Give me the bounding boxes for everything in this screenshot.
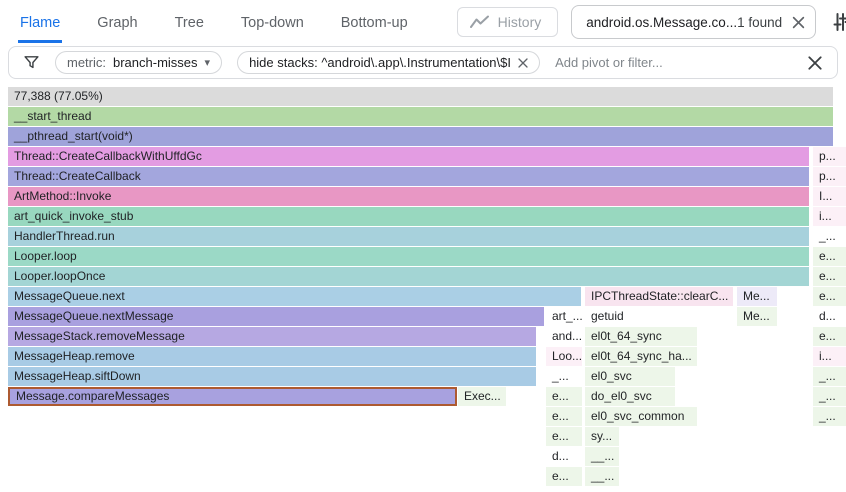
flame-frame[interactable]: e...	[813, 267, 846, 286]
flame-frame[interactable]: sy...	[585, 427, 619, 446]
flame-frame[interactable]: el0_svc_common	[585, 407, 697, 426]
add-filter-input[interactable]: Add pivot or filter...	[555, 55, 663, 70]
flame-frame[interactable]: i...	[813, 347, 846, 366]
flame-frame[interactable]: e...	[813, 287, 846, 306]
flame-frame[interactable]: Thread::CreateCallback	[8, 167, 809, 186]
filter-chip-metric[interactable]: metric: branch-misses ▾	[55, 51, 223, 74]
history-chart-icon	[469, 15, 489, 29]
filter-bar: metric: branch-misses ▾ hide stacks: ^an…	[8, 46, 838, 79]
flame-frame[interactable]: d...	[546, 447, 582, 466]
flame-frame[interactable]: Exec...	[458, 387, 506, 406]
flame-frame[interactable]: Me...	[737, 307, 777, 326]
flame-frame[interactable]: I...	[813, 187, 846, 206]
flame-frame[interactable]: p...	[813, 167, 846, 186]
chip-metric-value: branch-misses	[113, 55, 198, 70]
flame-frame[interactable]: __...	[585, 467, 619, 486]
flame-frame[interactable]: e...	[546, 407, 582, 426]
flame-frame[interactable]: ArtMethod::Invoke	[8, 187, 809, 206]
search-box[interactable]: android.os.Message.co... 1 found	[571, 5, 817, 39]
flame-frame[interactable]: i...	[813, 207, 846, 226]
flame-frame[interactable]: Loo...	[546, 347, 582, 366]
flame-frame[interactable]: el0t_64_sync	[585, 327, 697, 346]
filter-funnel-icon	[23, 54, 40, 71]
flame-frame[interactable]: el0t_64_sync_ha...	[585, 347, 697, 366]
flame-frame[interactable]: el0_svc	[585, 367, 675, 386]
flame-frame[interactable]: _...	[813, 367, 846, 386]
flame-frame[interactable]: _...	[546, 367, 582, 386]
history-button-label: History	[497, 14, 542, 30]
flame-frame[interactable]: e...	[546, 427, 582, 446]
history-button[interactable]: History	[456, 7, 559, 37]
search-input[interactable]: android.os.Message.co...	[586, 14, 738, 30]
flame-frame[interactable]: MessageHeap.siftDown	[8, 367, 536, 386]
flame-frame[interactable]: art_quick_invoke_stub	[8, 207, 809, 226]
flame-frame[interactable]: Looper.loop	[8, 247, 809, 266]
chevron-down-icon: ▾	[204, 57, 211, 69]
flame-counter-row[interactable]: 77,388 (77.05%)	[8, 87, 833, 106]
flame-frame[interactable]: HandlerThread.run	[8, 227, 809, 246]
flame-frame[interactable]: d...	[813, 307, 846, 326]
flame-frame[interactable]: _...	[813, 227, 846, 246]
flame-frame[interactable]: e...	[546, 387, 582, 406]
filter-close-icon[interactable]	[807, 55, 823, 71]
flame-frame[interactable]: e...	[813, 327, 846, 346]
flame-frame[interactable]: MessageQueue.next	[8, 287, 581, 306]
tab-graph[interactable]: Graph	[97, 14, 138, 31]
search-result-count: 1 found	[737, 14, 783, 30]
tab-bottom-up[interactable]: Bottom-up	[340, 14, 408, 31]
flame-frame[interactable]: IPCThreadState::clearC...	[585, 287, 733, 306]
flame-graph: 77,388 (77.05%) __start_thread __pthread_s…	[0, 87, 846, 492]
flame-frame[interactable]: getuid	[585, 307, 733, 326]
chip-remove-icon[interactable]	[518, 57, 528, 68]
settings-tune-icon[interactable]	[832, 11, 846, 33]
flame-frame[interactable]: __...	[585, 447, 619, 466]
flame-frame[interactable]: do_el0_svc	[585, 387, 675, 406]
filter-chip-hide-stacks[interactable]: hide stacks: ^android\.app\.Instrumentat…	[237, 51, 541, 74]
tab-flame[interactable]: Flame	[18, 2, 63, 43]
flame-frame[interactable]: art_...	[546, 307, 582, 326]
flame-frame[interactable]: MessageHeap.remove	[8, 347, 536, 366]
flame-frame[interactable]: Thread::CreateCallbackWithUffdGc	[8, 147, 809, 166]
top-bar: Flame Graph Tree Top-down Bottom-up Hist…	[0, 0, 846, 44]
flame-frame[interactable]: p...	[813, 147, 846, 166]
chip-hide-stacks-text: hide stacks: ^android\.app\.Instrumentat…	[249, 55, 511, 70]
flame-frame[interactable]: __pthread_start(void*)	[8, 127, 833, 146]
flame-frame[interactable]: e...	[546, 467, 582, 486]
tab-tree[interactable]: Tree	[174, 14, 204, 31]
flame-frame[interactable]: _...	[813, 387, 846, 406]
tab-top-down[interactable]: Top-down	[240, 14, 304, 31]
flame-frame[interactable]: _...	[813, 407, 846, 426]
flame-frame[interactable]: e...	[813, 247, 846, 266]
flame-frame-selected[interactable]: Message.compareMessages	[8, 387, 457, 406]
flame-frame[interactable]: MessageQueue.nextMessage	[8, 307, 544, 326]
flame-frame[interactable]: __start_thread	[8, 107, 833, 126]
flame-frame[interactable]: Looper.loopOnce	[8, 267, 809, 286]
flame-frame[interactable]: and...	[546, 327, 582, 346]
flame-frame[interactable]: MessageStack.removeMessage	[8, 327, 536, 346]
chip-metric-prefix: metric:	[67, 55, 106, 70]
search-clear-icon[interactable]	[792, 16, 805, 29]
flame-frame[interactable]: Me...	[737, 287, 777, 306]
